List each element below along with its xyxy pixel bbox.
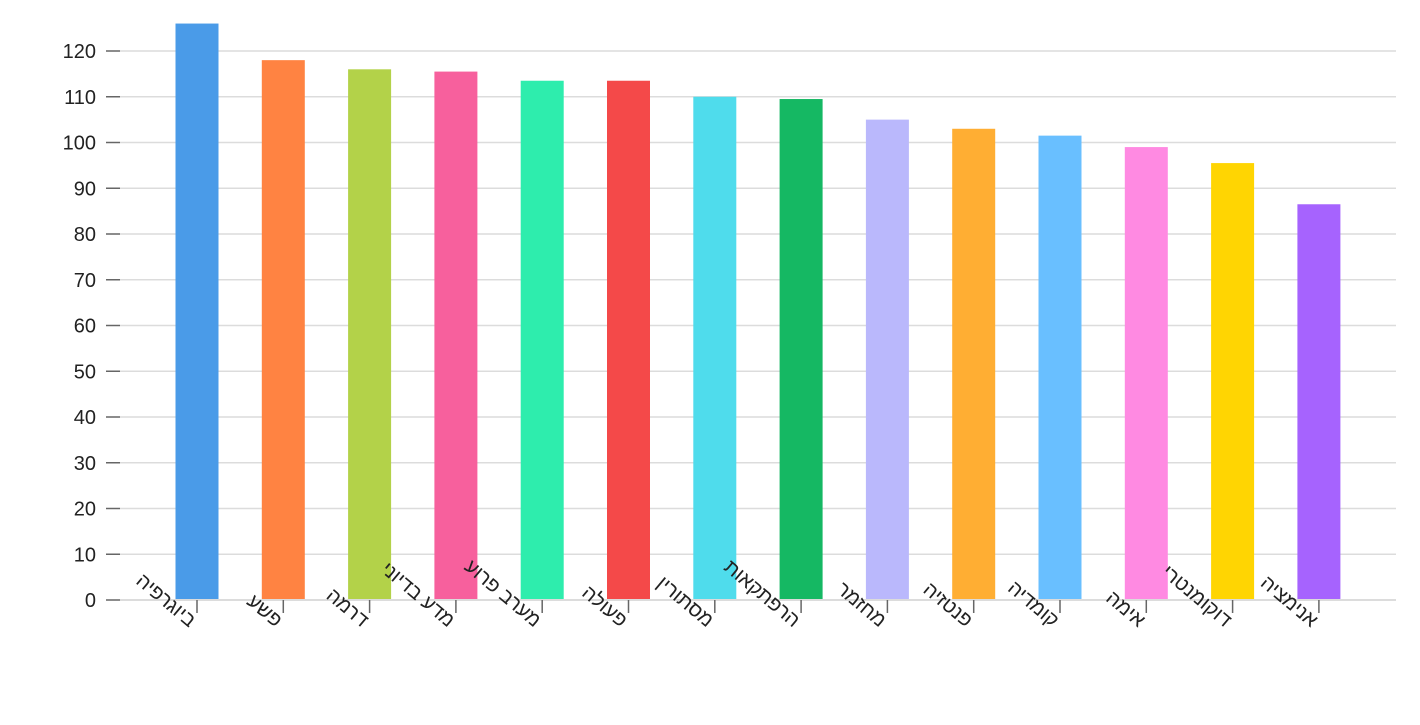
y-tick-label: 70	[74, 270, 96, 292]
bar-12	[1124, 147, 1168, 600]
y-tick-label: 80	[74, 224, 96, 246]
bar-14	[1297, 204, 1341, 600]
y-tick-label: 110	[64, 87, 96, 109]
y-tick-label: 40	[74, 407, 96, 429]
bar-9	[865, 119, 909, 600]
y-tick-label: 90	[74, 178, 96, 200]
bar-2	[261, 60, 305, 600]
bars	[175, 23, 1341, 601]
y-tick-label: 100	[63, 133, 96, 155]
bar-7	[693, 96, 737, 600]
y-tick-label: 30	[74, 453, 96, 475]
y-tick-label: 10	[74, 544, 96, 566]
bar-8	[779, 99, 823, 600]
bar-11	[1038, 135, 1082, 600]
y-tick-label: 0	[85, 590, 96, 612]
bar-5	[520, 80, 564, 601]
bar-4	[434, 71, 478, 600]
y-axis: 0 10 20 30 40 50 60 70 80 90 100 110 120	[63, 41, 120, 612]
x-axis: ביוגרפיה פשע דרמה מדע בדיוני מערב פרוע פעולה מ…	[120, 556, 1396, 632]
y-tick-label: 20	[74, 499, 96, 521]
grid-lines	[120, 50, 1396, 555]
y-tick-label: 60	[74, 316, 96, 338]
bar-10	[952, 128, 996, 600]
y-tick-label: 50	[74, 361, 96, 383]
bar-13	[1211, 163, 1255, 600]
y-tick-label: 120	[63, 41, 96, 63]
bar-6	[607, 80, 650, 601]
bar-3	[348, 69, 392, 601]
bar-1	[175, 23, 219, 601]
